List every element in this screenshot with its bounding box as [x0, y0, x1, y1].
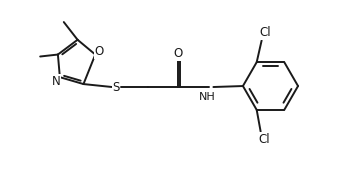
Text: S: S [112, 80, 120, 93]
Text: Cl: Cl [260, 26, 271, 39]
Text: Cl: Cl [259, 133, 270, 146]
Text: O: O [95, 45, 104, 58]
Text: NH: NH [199, 92, 216, 102]
Text: H: H [201, 92, 210, 102]
Text: N: N [51, 75, 60, 88]
Text: O: O [173, 47, 183, 60]
